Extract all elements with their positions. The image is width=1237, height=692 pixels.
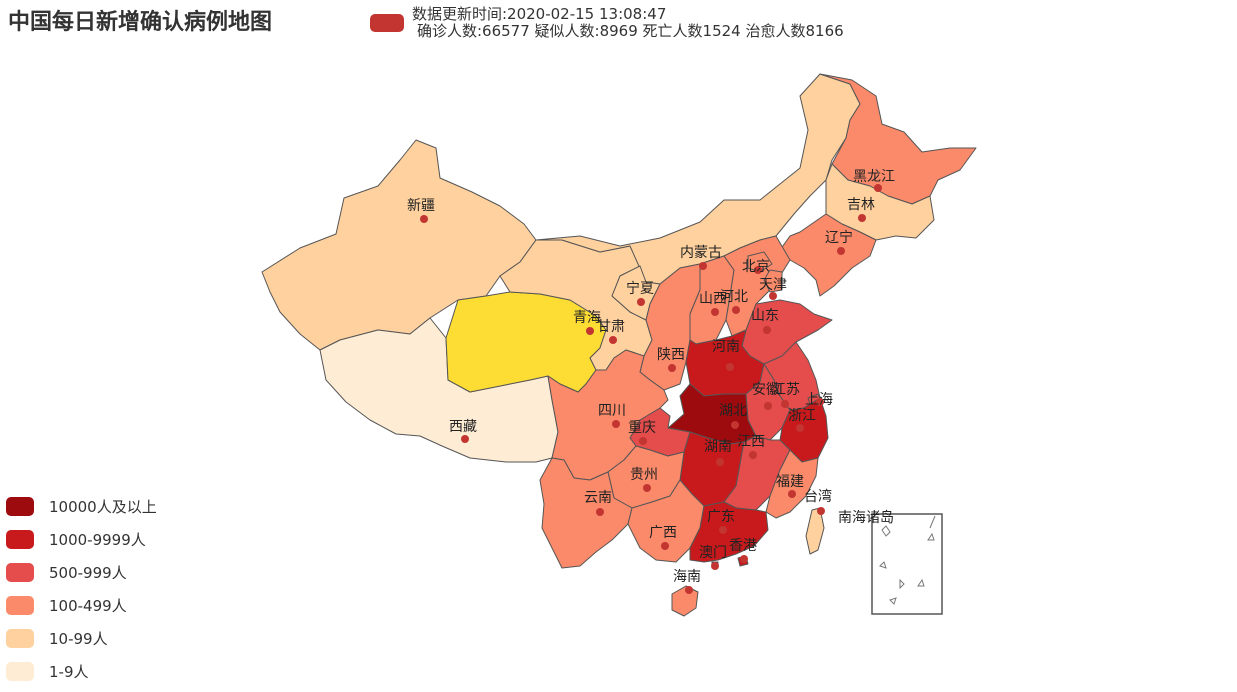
marker-shaanxi[interactable]	[668, 364, 676, 372]
label-guangxi: 广西	[649, 525, 677, 541]
province-markers	[420, 184, 882, 594]
marker-guangxi[interactable]	[661, 542, 669, 550]
label-guizhou: 贵州	[630, 467, 658, 483]
legend-swatch	[6, 497, 34, 516]
label-shanxi: 山西	[699, 291, 727, 307]
label-guangdong: 广东	[707, 509, 735, 525]
region-tianjin[interactable]	[763, 269, 783, 293]
info-legend-swatch	[370, 14, 404, 32]
label-chongqing: 重庆	[628, 420, 656, 436]
label-tianjin: 天津	[759, 277, 787, 293]
marker-shanxi[interactable]	[711, 308, 719, 316]
label-xinjiang: 新疆	[407, 198, 435, 214]
marker-hubei[interactable]	[731, 421, 739, 429]
label-qinghai: 青海	[573, 310, 601, 326]
page-title: 中国每日新增确认病例地图	[8, 10, 273, 35]
marker-macau[interactable]	[711, 562, 719, 570]
stats-text: 确诊人数:66577 疑似人数:8969 死亡人数1524 治愈人数8166	[417, 22, 844, 40]
marker-hebei[interactable]	[732, 306, 740, 314]
label-heilongjiang: 黑龙江	[853, 169, 895, 185]
legend-swatch	[6, 563, 34, 582]
marker-anhui[interactable]	[764, 402, 772, 410]
marker-yunnan[interactable]	[596, 508, 604, 516]
label-macau: 澳门	[699, 545, 727, 561]
label-taiwan: 台湾	[804, 488, 832, 505]
marker-neimenggu[interactable]	[699, 262, 707, 270]
marker-hongkong[interactable]	[740, 555, 748, 563]
marker-shanghai[interactable]	[816, 398, 824, 406]
label-jiangsu: 江苏	[772, 382, 800, 398]
south-china-sea-inset	[871, 513, 943, 615]
marker-gansu[interactable]	[609, 336, 617, 344]
marker-shandong[interactable]	[763, 326, 771, 334]
label-gansu: 甘肃	[597, 319, 625, 335]
marker-jiangsu[interactable]	[781, 400, 789, 408]
marker-tianjin[interactable]	[769, 292, 777, 300]
marker-qinghai[interactable]	[586, 327, 594, 335]
marker-jilin[interactable]	[858, 214, 866, 222]
region-beijing[interactable]	[747, 251, 773, 273]
label-hebei: 河北	[720, 289, 748, 305]
label-hainan: 海南	[673, 569, 701, 585]
legend-label: 10000人及以上	[49, 498, 157, 516]
label-sichuan: 四川	[598, 403, 626, 419]
label-xizang: 西藏	[449, 419, 477, 435]
marker-beijing[interactable]	[754, 266, 762, 274]
label-shandong: 山东	[751, 308, 779, 324]
legend-label: 1000-9999人	[49, 531, 146, 549]
label-ningxia: 宁夏	[626, 280, 654, 297]
label-shaanxi: 陕西	[657, 347, 685, 363]
marker-hunan[interactable]	[716, 458, 724, 466]
label-neimenggu: 内蒙古	[680, 245, 722, 261]
label-fujian: 福建	[776, 474, 804, 490]
label-yunnan: 云南	[584, 490, 612, 506]
legend-label: 1-9人	[49, 663, 89, 681]
legend-label: 500-999人	[49, 564, 127, 582]
province-regions	[261, 73, 977, 617]
marker-chongqing[interactable]	[639, 437, 647, 445]
marker-taiwan[interactable]	[817, 507, 825, 515]
region-hebei[interactable]	[723, 235, 791, 337]
label-liaoning: 辽宁	[825, 229, 853, 246]
legend-label: 100-499人	[49, 597, 127, 615]
marker-xinjiang[interactable]	[420, 215, 428, 223]
info-legend-text: 数据更新时间:2020-02-15 13:08:47 确诊人数:66577 疑似…	[412, 6, 844, 40]
marker-guangdong[interactable]	[719, 526, 727, 534]
label-jilin: 吉林	[847, 197, 875, 213]
label-jiangxi: 江西	[737, 434, 765, 450]
label-nanhai: 南海诸岛	[838, 510, 894, 526]
label-zhejiang: 浙江	[788, 408, 816, 424]
legend-swatch	[6, 629, 34, 648]
legend-swatch	[6, 662, 34, 681]
marker-henan[interactable]	[726, 363, 734, 371]
label-hongkong: 香港	[729, 538, 757, 554]
marker-sichuan[interactable]	[612, 420, 620, 428]
legend-swatch	[6, 596, 34, 615]
marker-guizhou[interactable]	[643, 484, 651, 492]
label-shanghai: 上海	[805, 392, 833, 408]
legend-swatch	[6, 530, 34, 549]
marker-hainan[interactable]	[685, 586, 693, 594]
marker-zhejiang[interactable]	[796, 424, 804, 432]
region-hainan[interactable]	[671, 585, 699, 617]
update-time-text: 数据更新时间:2020-02-15 13:08:47	[412, 5, 667, 23]
marker-heilongjiang[interactable]	[874, 184, 882, 192]
label-hubei: 湖北	[719, 403, 747, 419]
label-hunan: 湖南	[704, 439, 732, 455]
legend-label: 10-99人	[49, 630, 108, 648]
label-henan: 河南	[712, 339, 740, 355]
region-fujian[interactable]	[765, 449, 819, 519]
region-yunnan[interactable]	[539, 457, 633, 569]
marker-ningxia[interactable]	[637, 298, 645, 306]
marker-fujian[interactable]	[788, 490, 796, 498]
marker-liaoning[interactable]	[837, 247, 845, 255]
marker-jiangxi[interactable]	[749, 451, 757, 459]
region-guangdong[interactable]	[689, 501, 769, 563]
label-anhui: 安徽	[752, 382, 780, 398]
label-beijing: 北京	[742, 259, 770, 275]
marker-xizang[interactable]	[461, 435, 469, 443]
